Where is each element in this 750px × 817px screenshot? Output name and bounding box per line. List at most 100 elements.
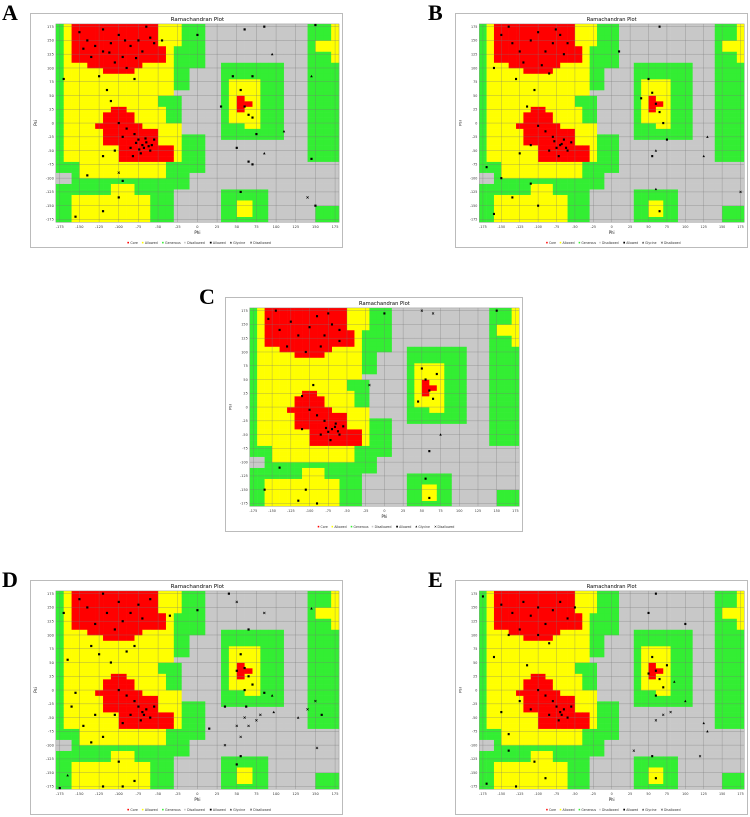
region-cell-dis [692, 112, 701, 118]
region-cell-dis [268, 150, 277, 157]
region-cell-generous [451, 407, 460, 413]
region-cell-allowed [516, 134, 524, 140]
y-tick-label: 100 [47, 66, 55, 70]
region-cell-allowed [87, 690, 96, 696]
region-cell-generous [331, 216, 340, 223]
region-cell-allowed [582, 67, 590, 74]
region-cell-dis [299, 29, 308, 36]
point-allowed [662, 121, 665, 125]
region-cell-allowed [71, 211, 80, 218]
region-cell-generous [264, 467, 273, 474]
region-cell-core [508, 34, 517, 41]
region-cell-dis [451, 313, 460, 320]
region-cell-dis [299, 84, 308, 91]
region-cell-dis [436, 324, 445, 331]
region-cell-allowed [501, 211, 509, 218]
region-cell-core [95, 29, 104, 36]
region-cell-allowed [486, 84, 495, 91]
region-cell-allowed [158, 134, 167, 140]
region-cell-allowed [339, 368, 348, 375]
region-cell-dis [633, 183, 642, 190]
region-cell-generous [260, 84, 269, 91]
region-cell-core [538, 34, 546, 41]
region-cell-generous [486, 216, 495, 223]
region-cell-dis [670, 156, 679, 162]
region-cell-generous [729, 216, 738, 223]
plot-title: Ramachandran Plot [171, 584, 224, 590]
region-cell-generous [604, 62, 613, 69]
region-cell-generous [268, 95, 277, 102]
region-cell-dis [244, 145, 253, 151]
region-cell-allowed [486, 139, 495, 146]
point-allowed [121, 55, 124, 59]
region-cell-core [126, 679, 135, 685]
region-cell-allowed [361, 440, 370, 446]
region-cell-allowed [79, 695, 88, 702]
region-cell-allowed [87, 156, 96, 162]
region-cell-generous [55, 695, 65, 702]
region-cell-dis [436, 423, 445, 430]
point-allowed [310, 157, 313, 160]
region-cell-generous [729, 123, 738, 129]
region-cell-dis [736, 200, 745, 206]
region-cell-dis [729, 167, 738, 173]
point-allowed [518, 152, 521, 155]
data-points [263, 309, 498, 505]
region-cell-core [331, 340, 340, 347]
region-cell-generous [677, 101, 686, 107]
region-cell-allowed [309, 484, 318, 490]
region-cell-core [103, 112, 112, 118]
region-cell-generous [511, 357, 520, 364]
region-cell-core [523, 29, 532, 36]
region-cell-generous [604, 134, 613, 140]
region-cell-allowed [496, 329, 505, 336]
region-cell-allowed [287, 423, 295, 430]
region-cell-allowed [287, 451, 295, 457]
region-cell-dis [276, 172, 285, 179]
region-cell-generous [511, 495, 520, 502]
region-cell-dis [489, 495, 497, 502]
region-cell-dis [189, 645, 198, 652]
region-cell-dis [384, 412, 393, 419]
region-cell-allowed [158, 590, 167, 597]
region-cell-dis [205, 84, 214, 91]
region-cell-generous [369, 429, 378, 435]
region-cell-dis [276, 194, 285, 201]
region-cell-dis [189, 216, 198, 223]
region-cell-allowed [346, 418, 355, 424]
region-cell-generous [55, 623, 65, 630]
region-cell-allowed [493, 145, 502, 151]
region-cell-allowed [354, 340, 363, 347]
region-cell-generous [55, 112, 65, 118]
region-cell-allowed [287, 351, 295, 358]
region-cell-allowed [574, 123, 583, 129]
x-tick-label: -150 [268, 509, 276, 513]
region-cell-allowed [508, 128, 517, 135]
region-cell-allowed [279, 351, 288, 358]
region-cell-dis [376, 456, 385, 463]
region-cell-allowed [493, 112, 502, 118]
region-cell-dis [707, 73, 716, 80]
point-glycine [439, 433, 442, 436]
region-cell-allowed [79, 657, 88, 663]
region-cell-dis [604, 211, 613, 218]
region-cell-allowed [508, 73, 517, 80]
region-map [479, 23, 745, 223]
region-cell-generous [221, 189, 230, 195]
region-cell-core [142, 34, 151, 41]
region-cell-generous [663, 73, 671, 80]
point-allowed [141, 144, 144, 147]
region-cell-dis [205, 56, 214, 63]
region-cell-generous [436, 473, 445, 479]
region-cell-dis [619, 84, 627, 91]
region-cell-generous [736, 84, 745, 91]
region-cell-dis [707, 189, 716, 195]
region-cell-allowed [150, 95, 159, 102]
point-allowed [278, 466, 281, 469]
region-cell-dis [685, 139, 693, 146]
region-cell-dis [384, 368, 393, 375]
region-cell-dis [181, 112, 190, 118]
region-cell-allowed [538, 205, 546, 212]
region-cell-dis [249, 462, 258, 468]
